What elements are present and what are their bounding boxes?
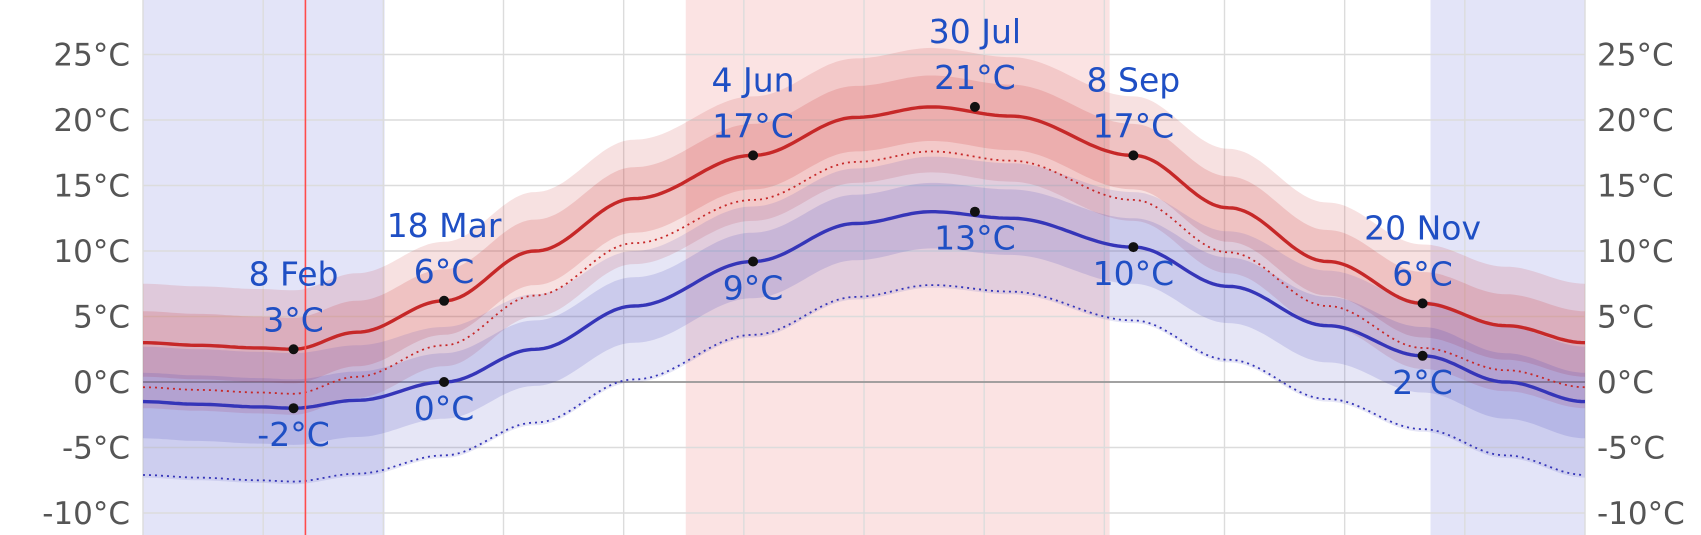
data-point: [748, 256, 759, 267]
data-point: [1128, 150, 1139, 161]
high-outer-range: [143, 47, 1585, 415]
annotation-value: 2°C: [1392, 363, 1453, 402]
annotation-value: 17°C: [1093, 106, 1175, 145]
annotation-value: 21°C: [934, 58, 1016, 97]
annotation-value: 9°C: [723, 268, 784, 307]
low-dotted-line: [143, 284, 1585, 483]
high-inner-range: [143, 75, 1585, 384]
data-point: [1417, 350, 1428, 361]
annotation-value: -2°C: [257, 415, 329, 454]
y-tick-label-right: 5°C: [1597, 300, 1654, 336]
data-point: [1128, 242, 1139, 253]
y-tick-label-left: 20°C: [53, 103, 130, 139]
annotation-value: 17°C: [712, 106, 794, 145]
y-tick-label-left: 0°C: [73, 365, 130, 401]
low-inner-range: [143, 182, 1585, 445]
data-point: [439, 377, 450, 387]
y-tick-label-left: 25°C: [53, 38, 130, 74]
series-line-low: [143, 210, 1585, 410]
y-tick-label-left: 15°C: [53, 169, 130, 205]
annotation-value: 13°C: [934, 219, 1016, 258]
data-point: [969, 206, 980, 217]
data-point: [288, 403, 299, 414]
warm-period-band: [685, 0, 1110, 535]
y-tick-label-left: 5°C: [73, 300, 130, 336]
annotation-date: 4 Jun: [712, 60, 795, 99]
data-point: [439, 295, 450, 306]
y-tick-label-right: 25°C: [1597, 38, 1674, 74]
y-tick-label-right: -5°C: [1597, 431, 1665, 467]
temperature-ranges: [143, 47, 1585, 485]
annotations: 8 Feb 3°C -2°C 18 Mar 6°C 0°C 4 Jun 17°C 9°C 30 J…: [249, 12, 1481, 454]
y-tick-label-right: 10°C: [1597, 234, 1674, 270]
y-axis-ticks: 25°C 25°C 20°C 20°C 15°C 15°C 10°C 10°C 5°C 5°C 0°…: [42, 38, 1685, 533]
data-point: [748, 150, 759, 161]
y-tick-label-left: -5°C: [62, 431, 130, 467]
gridlines: [142, 0, 1586, 535]
annotation-date: 20 Nov: [1364, 208, 1481, 247]
data-point: [288, 344, 299, 355]
y-tick-label-left: 10°C: [53, 234, 130, 270]
annotation-date: 18 Mar: [387, 206, 502, 245]
y-tick-label-right: 15°C: [1597, 169, 1674, 205]
annotation-date: 8 Feb: [249, 254, 339, 293]
annotation-value: 10°C: [1093, 254, 1175, 293]
annotation-value: 6°C: [1392, 254, 1453, 293]
y-tick-label-left: -10°C: [42, 496, 130, 532]
data-point: [969, 101, 980, 112]
data-point: [1417, 298, 1428, 309]
annotation-date: 30 Jul: [929, 12, 1021, 51]
annotation-date: 8 Sep: [1087, 60, 1181, 99]
cold-period-band: [1430, 0, 1585, 535]
annotation-value: 0°C: [414, 389, 475, 428]
low-outer-range: [143, 156, 1585, 485]
series-line-high: [143, 105, 1585, 352]
series-lines: [143, 105, 1585, 483]
y-tick-label-right: -10°C: [1597, 496, 1685, 532]
y-tick-label-right: 20°C: [1597, 103, 1674, 139]
annotation-value: 3°C: [263, 300, 324, 339]
y-tick-label-right: 0°C: [1597, 365, 1654, 401]
annotation-value: 6°C: [414, 252, 475, 291]
